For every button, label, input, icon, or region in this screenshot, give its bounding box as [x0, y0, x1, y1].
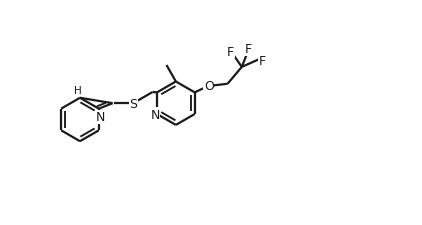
Text: F: F [245, 43, 252, 56]
Text: F: F [259, 54, 266, 67]
Text: N: N [96, 111, 106, 124]
Text: H: H [74, 85, 82, 95]
Text: S: S [129, 97, 137, 110]
Text: F: F [227, 45, 234, 58]
Text: O: O [204, 80, 214, 93]
Text: N: N [151, 108, 160, 121]
